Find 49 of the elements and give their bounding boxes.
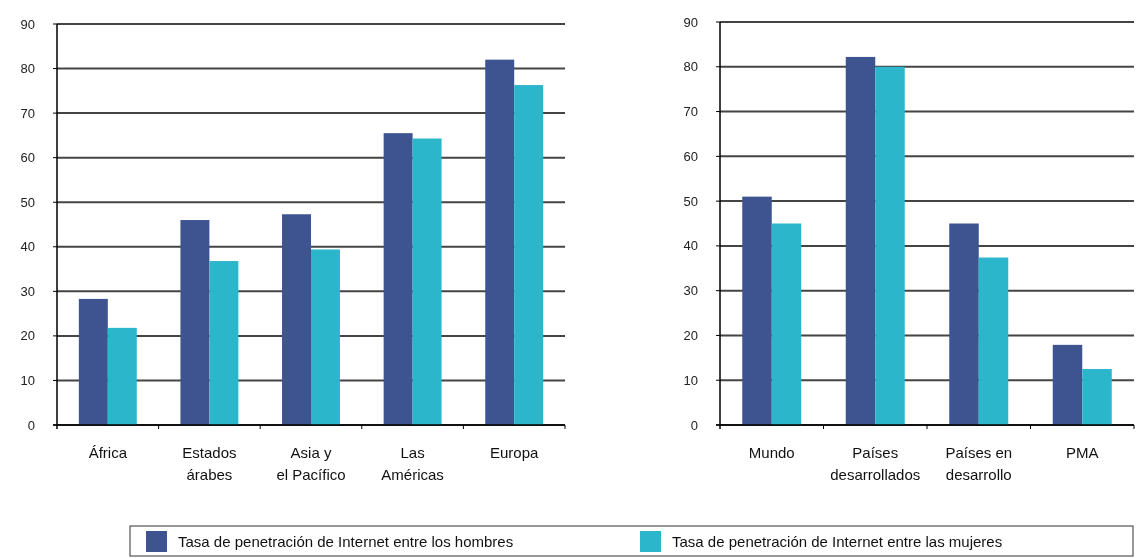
bar (845, 56, 876, 425)
y-tick-label: 60 (683, 148, 698, 164)
y-tick-label: 70 (683, 104, 698, 120)
bar (742, 196, 772, 425)
x-tick-label: Países desarrollados (830, 444, 921, 483)
bar (949, 223, 979, 425)
x-tick-label: Asia y el Pacífico (276, 444, 346, 483)
x-tick-label: Estados árabes (182, 444, 237, 483)
y-tick-label: 0 (690, 417, 698, 433)
bar (875, 66, 905, 425)
y-tick-label: 70 (20, 105, 35, 121)
bar (209, 261, 239, 425)
y-tick-label: 10 (683, 372, 698, 388)
x-tick-label: Las Américas (381, 444, 444, 483)
bar (78, 298, 108, 425)
y-tick-label: 50 (20, 194, 35, 210)
legend-label: Tasa de penetración de Internet entre las mujeres (672, 533, 1003, 551)
y-tick-label: 0 (27, 417, 35, 433)
y-tick-label: 80 (20, 61, 35, 77)
bar (978, 257, 1009, 425)
bar (412, 138, 442, 425)
bar (485, 59, 515, 425)
y-tick-label: 90 (683, 14, 698, 30)
y-tick-label: 30 (20, 283, 35, 299)
bar (383, 133, 413, 425)
bar (282, 214, 311, 425)
bar (180, 220, 210, 425)
y-tick-label: 20 (20, 328, 35, 344)
x-tick-label: PMA (1065, 444, 1099, 461)
y-tick-label: 80 (683, 59, 698, 75)
x-tick-label: África (88, 444, 128, 461)
y-tick-label: 20 (683, 327, 698, 343)
x-tick-label: Mundo (748, 444, 795, 461)
y-tick-label: 50 (683, 193, 698, 209)
y-tick-label: 40 (20, 239, 35, 255)
bar (1082, 369, 1112, 425)
bar (514, 85, 544, 425)
y-tick-label: 10 (20, 372, 35, 388)
y-tick-label: 40 (683, 238, 698, 254)
x-tick-label: Europa (490, 444, 540, 461)
y-tick-label: 90 (20, 16, 35, 32)
y-tick-label: 30 (683, 283, 698, 299)
legend-label: Tasa de penetración de Internet entre los hombres (178, 533, 514, 551)
x-tick-label: Países en desarrollo (945, 444, 1013, 483)
bar (771, 223, 802, 425)
y-tick-label: 60 (20, 150, 35, 166)
bar (107, 327, 137, 425)
bar (1052, 344, 1083, 425)
bar (311, 249, 340, 425)
